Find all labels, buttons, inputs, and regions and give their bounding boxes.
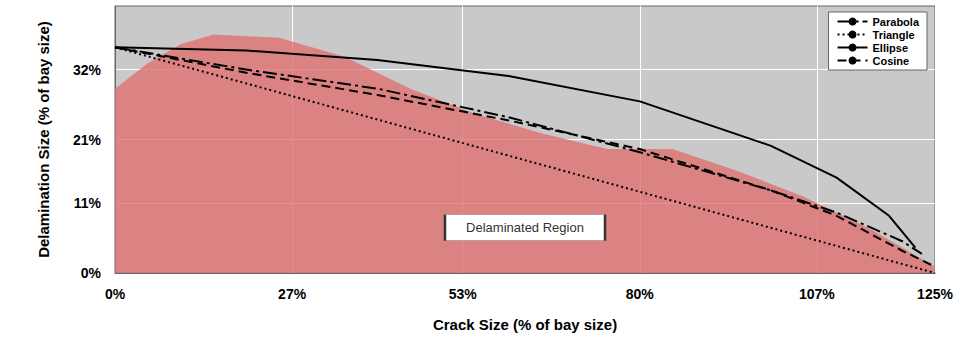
svg-text:11%: 11% [74,195,102,211]
svg-text:125%: 125% [917,286,953,302]
svg-text:Triangle: Triangle [873,29,915,41]
svg-text:Crack Size (% of bay size): Crack Size (% of bay size) [433,316,617,333]
svg-text:Ellipse: Ellipse [873,42,908,54]
svg-text:Delamination Size (% of bay si: Delamination Size (% of bay size) [35,21,52,258]
svg-text:21%: 21% [73,132,102,148]
svg-text:0%: 0% [81,265,102,281]
svg-text:27%: 27% [278,286,307,302]
svg-text:0%: 0% [105,286,126,302]
svg-text:80%: 80% [626,286,655,302]
svg-text:Delaminated Region: Delaminated Region [466,220,584,235]
svg-text:53%: 53% [449,286,478,302]
svg-text:Parabola: Parabola [873,16,920,28]
svg-text:107%: 107% [799,286,835,302]
svg-text:32%: 32% [73,62,102,78]
svg-text:Cosine: Cosine [873,55,910,67]
